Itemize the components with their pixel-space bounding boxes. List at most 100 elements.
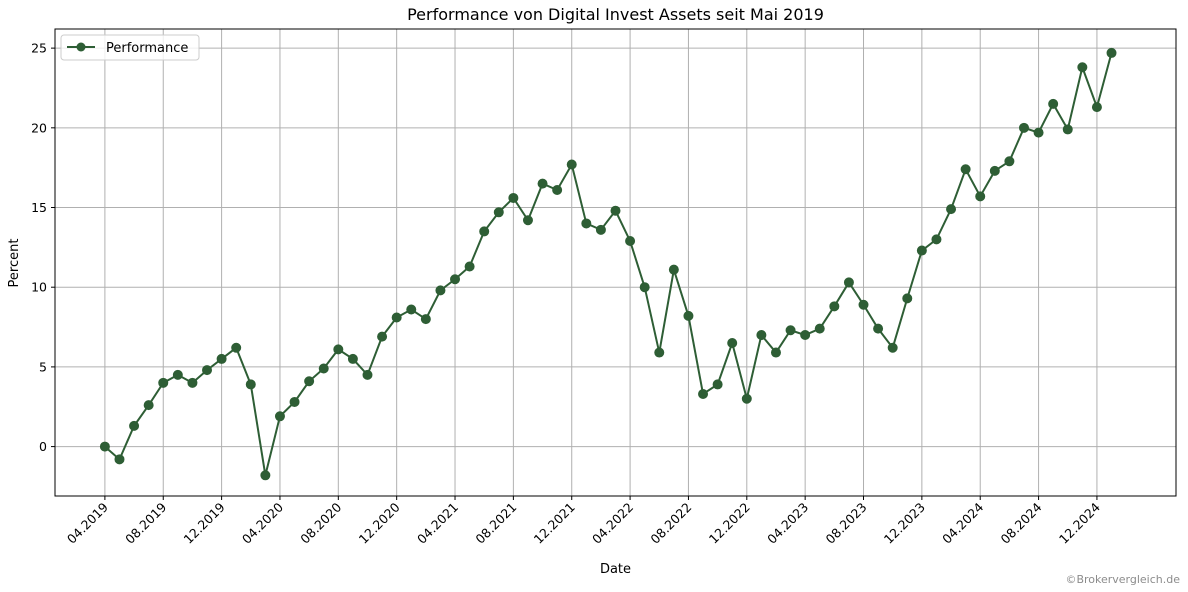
- x-tick-label: 04.2024: [939, 499, 986, 546]
- x-axis-ticks: 04.2019 08.2019 12.2019 04.2020 08.2020 12.20…: [64, 496, 1103, 547]
- x-tick-label: 04.2022: [589, 500, 636, 547]
- x-tick-label: 08.2021: [472, 500, 519, 547]
- data-point: [114, 454, 125, 465]
- data-point: [887, 342, 898, 353]
- data-point: [1004, 156, 1015, 167]
- data-point: [698, 388, 709, 399]
- data-point: [202, 365, 213, 376]
- x-tick-label: 12.2024: [1056, 499, 1103, 546]
- data-point: [800, 330, 811, 341]
- x-tick-label: 04.2023: [764, 500, 811, 547]
- data-point: [1062, 124, 1073, 135]
- x-axis-label: Date: [600, 562, 631, 577]
- data-point: [362, 369, 373, 380]
- grid: [55, 29, 1176, 496]
- data-point: [829, 301, 840, 312]
- data-point: [537, 178, 548, 189]
- data-point: [172, 369, 183, 380]
- data-point: [420, 314, 431, 325]
- series-markers: [99, 47, 1117, 481]
- y-tick-label: 10: [31, 280, 47, 295]
- x-tick-label: 04.2021: [414, 500, 461, 547]
- data-point: [931, 234, 942, 245]
- x-tick-label: 04.2019: [64, 499, 111, 546]
- watermark: ©Brokervergleich.de: [1065, 573, 1180, 586]
- data-point: [946, 204, 957, 215]
- data-point: [741, 393, 752, 404]
- data-point: [814, 323, 825, 334]
- x-tick-label: 12.2022: [706, 500, 753, 547]
- data-point: [902, 293, 913, 304]
- data-point: [581, 218, 592, 229]
- data-point: [245, 379, 256, 390]
- data-point: [639, 282, 650, 293]
- x-tick-label: 08.2019: [122, 499, 169, 546]
- y-tick-label: 5: [39, 359, 47, 374]
- data-point: [464, 261, 475, 272]
- data-point: [873, 323, 884, 334]
- data-point: [975, 191, 986, 202]
- x-tick-label: 04.2020: [239, 499, 286, 546]
- data-point: [756, 330, 767, 341]
- data-point: [333, 344, 344, 355]
- data-point: [99, 441, 110, 452]
- y-axis-label: Percent: [7, 239, 22, 288]
- data-point: [1018, 122, 1029, 133]
- x-tick-label: 08.2020: [297, 499, 344, 546]
- data-point: [158, 377, 169, 388]
- data-point: [916, 245, 927, 256]
- data-point: [377, 331, 388, 342]
- data-point: [712, 379, 723, 390]
- data-point: [1048, 98, 1059, 109]
- series-line-performance: [104, 52, 1113, 476]
- x-tick-label: 12.2021: [531, 500, 578, 547]
- plot-frame: [54, 28, 1177, 497]
- data-point: [260, 470, 271, 481]
- data-point: [508, 192, 519, 203]
- data-point: [450, 274, 461, 285]
- data-point: [727, 337, 738, 348]
- chart-title: Performance von Digital Invest Assets se…: [407, 5, 824, 24]
- data-point: [785, 325, 796, 336]
- data-point: [304, 376, 315, 387]
- data-point: [347, 353, 358, 364]
- data-point: [143, 400, 154, 411]
- y-tick-label: 25: [31, 41, 47, 56]
- data-point: [595, 224, 606, 235]
- y-axis-ticks: 0 5 10 15 20 25: [31, 41, 55, 454]
- data-point: [770, 347, 781, 358]
- data-point: [289, 396, 300, 407]
- data-point: [668, 264, 679, 275]
- data-point: [1033, 127, 1044, 138]
- data-point: [960, 164, 971, 175]
- data-point: [1077, 62, 1088, 73]
- data-point: [843, 277, 854, 288]
- data-point: [683, 310, 694, 321]
- data-point: [479, 226, 490, 237]
- x-tick-label: 08.2022: [647, 500, 694, 547]
- data-point: [989, 165, 1000, 176]
- data-point: [552, 184, 563, 195]
- x-tick-label: 12.2020: [356, 499, 403, 546]
- data-point: [610, 205, 621, 216]
- data-point: [129, 420, 140, 431]
- data-point: [1106, 47, 1117, 58]
- x-tick-label: 08.2024: [998, 499, 1045, 546]
- y-tick-label: 20: [31, 120, 47, 135]
- x-tick-label: 12.2023: [881, 500, 928, 547]
- data-point: [1091, 102, 1102, 113]
- data-point: [274, 411, 285, 422]
- data-point: [522, 215, 533, 226]
- data-point: [654, 347, 665, 358]
- data-point: [625, 235, 636, 246]
- data-point: [318, 363, 329, 374]
- legend: Performance: [60, 34, 200, 61]
- data-point: [231, 342, 242, 353]
- y-tick-label: 15: [31, 200, 47, 215]
- data-point: [435, 285, 446, 296]
- data-point: [391, 312, 402, 323]
- data-point: [187, 377, 198, 388]
- data-point: [858, 299, 869, 310]
- legend-marker-icon: [76, 42, 86, 52]
